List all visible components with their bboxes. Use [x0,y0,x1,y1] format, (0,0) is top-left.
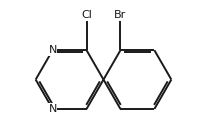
Text: Br: Br [114,10,126,20]
Text: N: N [48,45,56,55]
Text: Cl: Cl [81,10,91,20]
Text: N: N [48,104,56,114]
